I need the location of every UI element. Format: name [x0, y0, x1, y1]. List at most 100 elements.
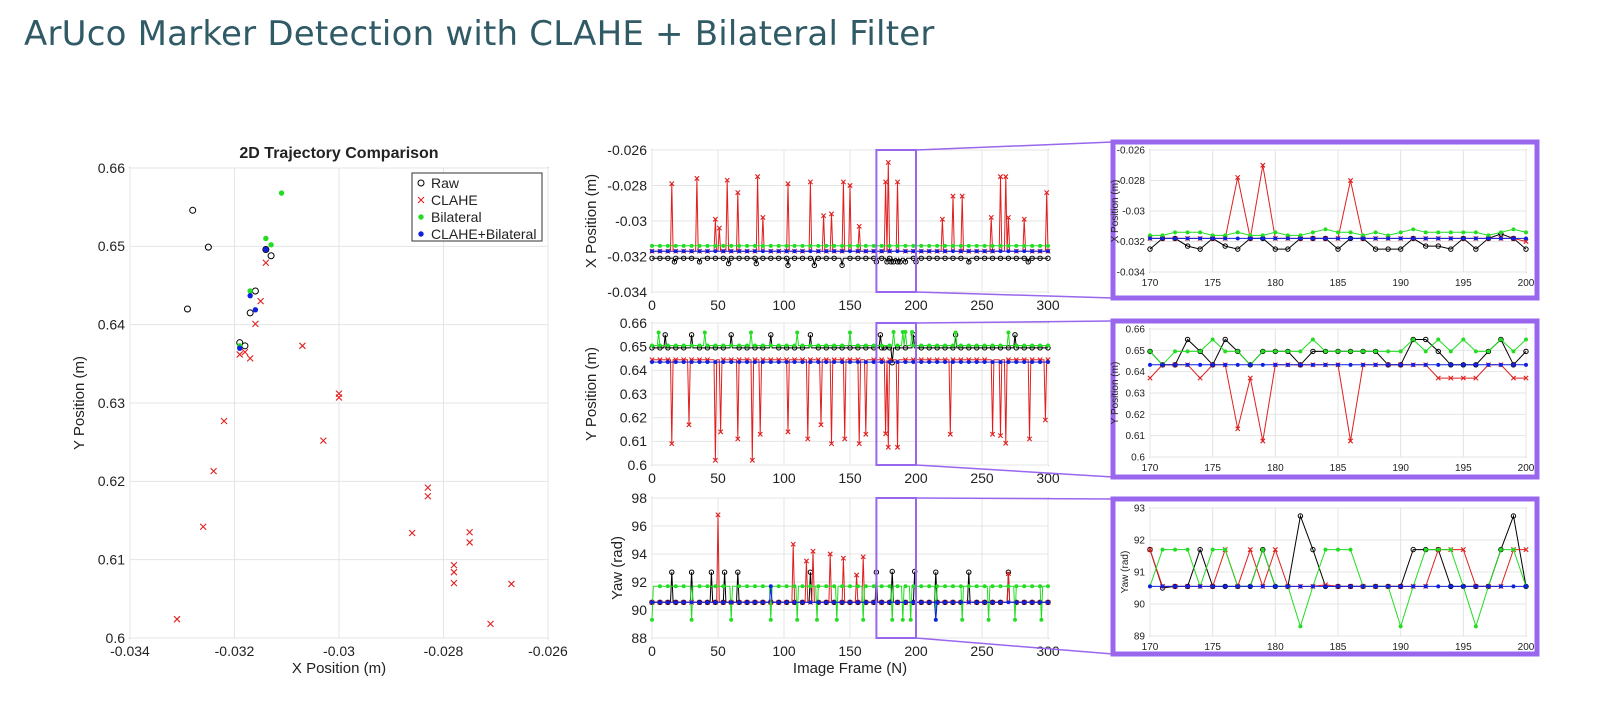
x-tick-label: 100: [772, 643, 796, 659]
data-point: [854, 572, 860, 578]
data-point: [1006, 584, 1011, 589]
data-point: [776, 243, 781, 248]
data-point: [450, 579, 458, 587]
y-axis-label: Yaw (rad): [609, 536, 626, 600]
data-point: [1147, 348, 1153, 355]
data-point: [832, 360, 837, 365]
data-point: [974, 584, 979, 589]
data-point: [1410, 546, 1416, 553]
x-tick-label: 170: [1142, 278, 1159, 289]
data-point: [760, 214, 766, 221]
data-point: [1398, 584, 1403, 589]
y-tick-label: -0.03: [615, 213, 647, 229]
data-point: [1030, 584, 1035, 589]
data-point: [1323, 349, 1328, 354]
data-point: [998, 600, 1003, 605]
data-point: [1436, 362, 1441, 367]
data-point: [721, 243, 726, 248]
data-point: [950, 343, 955, 348]
data-point: [887, 584, 892, 589]
data-point: [1523, 375, 1529, 381]
data-point: [785, 429, 791, 435]
data-point: [760, 600, 765, 605]
data-point: [911, 584, 916, 589]
data-point: [1498, 236, 1503, 241]
chart-title: 2D Trajectory Comparison: [239, 145, 438, 162]
data-point: [278, 190, 285, 196]
data-point: [894, 444, 901, 450]
data-point: [871, 249, 876, 254]
data-point: [1285, 246, 1291, 252]
data-point: [1272, 246, 1279, 252]
data-point: [1448, 236, 1453, 241]
data-point: [816, 584, 821, 589]
data-point: [487, 620, 494, 628]
data-point: [966, 243, 971, 248]
data-point: [1448, 230, 1453, 235]
data-point: [989, 431, 996, 437]
data-point: [1523, 348, 1529, 355]
data-point: [816, 600, 821, 605]
y-tick-label: 0.6: [106, 630, 126, 646]
data-point: [705, 243, 710, 248]
data-point: [657, 255, 663, 261]
data-point: [998, 243, 1003, 248]
data-point: [974, 249, 979, 254]
data-point: [1260, 547, 1265, 552]
data-point: [713, 343, 718, 348]
x-axis-label: X Position (m): [292, 660, 386, 677]
data-point: [681, 584, 686, 589]
data-point: [927, 600, 932, 605]
data-point: [1210, 236, 1215, 241]
data-point: [891, 330, 896, 334]
x-tick-label: 300: [1036, 643, 1060, 659]
data-point: [1411, 227, 1416, 232]
y-tick-label: 94: [631, 546, 647, 562]
data-point: [803, 558, 810, 564]
x-axis-label: Image Frame (N): [793, 660, 907, 677]
data-point: [1148, 236, 1152, 241]
data-point: [1285, 584, 1290, 589]
data-point: [990, 343, 995, 348]
data-point: [1285, 349, 1290, 354]
data-point: [1147, 547, 1153, 553]
data-point: [998, 584, 1003, 589]
data-point: [1260, 546, 1266, 553]
data-point: [1006, 330, 1011, 335]
data-point: [1461, 236, 1466, 241]
data-point: [1386, 236, 1391, 241]
data-point: [1423, 236, 1428, 241]
x-tick-label: 150: [838, 643, 862, 659]
data-point: [1210, 362, 1215, 367]
data-point: [998, 249, 1003, 254]
data-point: [791, 255, 798, 261]
data-point: [815, 617, 819, 622]
data-point: [919, 243, 924, 248]
x-tick-label: -0.026: [528, 643, 568, 659]
data-point: [784, 249, 789, 254]
data-point: [832, 343, 837, 348]
data-point: [808, 249, 813, 254]
data-point: [943, 360, 948, 365]
data-point: [246, 354, 254, 362]
data-point: [943, 249, 948, 254]
data-point: [792, 243, 797, 248]
data-point: [737, 584, 742, 589]
data-point: [1373, 362, 1378, 367]
data-point: [800, 584, 805, 589]
data-point: [745, 243, 750, 248]
data-point: [1021, 216, 1027, 222]
y-tick-label: 90: [631, 602, 647, 618]
y-tick-label: 0.61: [1126, 431, 1146, 442]
data-point: [299, 342, 306, 350]
data-point: [792, 600, 797, 605]
y-tick-label: -0.03: [1122, 207, 1145, 218]
y-tick-label: 0.62: [620, 410, 647, 426]
data-point: [768, 255, 774, 261]
data-point: [737, 249, 742, 254]
data-point: [805, 436, 811, 442]
data-point: [1336, 236, 1340, 241]
data-point: [1148, 362, 1152, 367]
data-point: [871, 243, 876, 248]
data-point: [1197, 375, 1203, 381]
